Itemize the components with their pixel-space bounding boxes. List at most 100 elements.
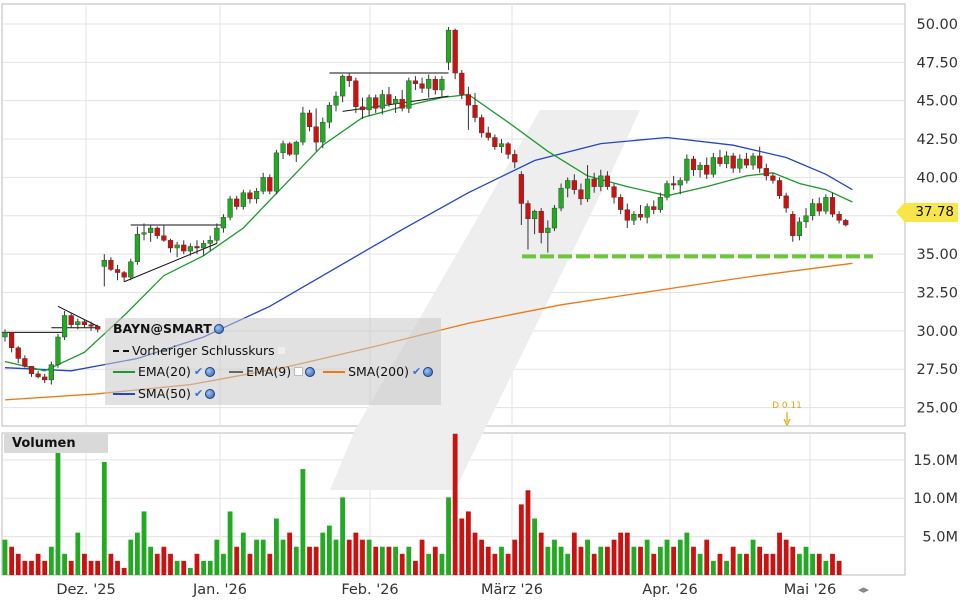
- checkmark-icon[interactable]: ✔: [411, 365, 422, 378]
- candle-body: [313, 126, 319, 143]
- candle-body: [637, 214, 644, 218]
- candle-body: [604, 175, 611, 187]
- globe-icon[interactable]: [305, 366, 316, 377]
- volume-bar: [399, 553, 405, 575]
- candle-body: [293, 141, 299, 155]
- volume-bar: [260, 539, 266, 575]
- volume-bar: [737, 553, 743, 575]
- volume-bar: [168, 553, 173, 575]
- volume-bar: [148, 546, 154, 575]
- volume-bar: [101, 462, 107, 575]
- volume-bar: [657, 546, 663, 575]
- legend-symbol: BAYN@SMART: [113, 321, 224, 336]
- globe-icon[interactable]: [213, 323, 224, 334]
- legend-prev-close[interactable]: Vorheriger Schlusskurs: [113, 343, 285, 358]
- ema9-label[interactable]: EMA(9): [246, 364, 292, 379]
- candle-body: [743, 158, 750, 166]
- volume-bar: [406, 546, 412, 575]
- candle-body: [439, 78, 445, 91]
- candle-body: [28, 365, 35, 375]
- volume-bar: [128, 539, 134, 575]
- candle-body: [472, 105, 478, 118]
- volume-bar: [2, 539, 8, 575]
- price-tick-label: 40.00: [916, 170, 958, 186]
- volume-bar: [499, 546, 504, 575]
- volume-bar: [227, 511, 233, 575]
- candle-body: [9, 332, 15, 348]
- x-tick-label: Apr. '26: [642, 582, 697, 598]
- sma50-label[interactable]: SMA(50): [138, 386, 191, 401]
- candle-body: [790, 214, 796, 236]
- candle-body: [253, 191, 260, 200]
- volume-bar: [770, 553, 776, 575]
- volume-bar: [108, 553, 114, 575]
- globe-icon[interactable]: [423, 366, 434, 377]
- candle-body: [55, 336, 61, 365]
- checkbox-icon[interactable]: [294, 367, 304, 376]
- candle-body: [624, 209, 630, 221]
- globe-icon[interactable]: [205, 366, 216, 377]
- candle-body: [227, 198, 233, 218]
- volume-bar: [287, 532, 293, 575]
- volume-bar: [545, 546, 551, 575]
- volume-bar: [459, 518, 465, 575]
- sma200-label[interactable]: SMA(200): [348, 364, 409, 379]
- volume-bar: [571, 532, 577, 575]
- candlesticks: [2, 27, 849, 385]
- candle-body: [128, 261, 134, 278]
- volume-bar: [644, 539, 650, 575]
- sma200-swatch: [323, 370, 346, 373]
- volume-bar: [55, 440, 61, 575]
- candle-body: [810, 203, 816, 216]
- volume-bar: [591, 553, 597, 575]
- candle-body: [247, 192, 253, 200]
- candle-body: [320, 121, 326, 143]
- volume-bar: [790, 546, 796, 575]
- candle-body: [465, 94, 472, 106]
- volume-bar: [724, 560, 729, 575]
- candle-body: [234, 198, 240, 207]
- candle-body: [121, 272, 127, 278]
- candle-body: [48, 364, 54, 381]
- volume-bar: [194, 553, 200, 575]
- candle-body: [485, 132, 491, 138]
- candle-body: [22, 358, 28, 367]
- volume-bar: [9, 546, 15, 575]
- volume-bar: [274, 518, 279, 575]
- volume-bar: [234, 546, 240, 575]
- volume-bar: [201, 560, 206, 575]
- volume-bar: [684, 532, 690, 575]
- candle-body: [657, 197, 663, 210]
- candle-body: [710, 157, 716, 175]
- candle-body: [326, 105, 332, 123]
- checkbox-icon[interactable]: [277, 347, 285, 354]
- volume-bar: [62, 553, 67, 575]
- ema20-label[interactable]: EMA(20): [138, 364, 191, 379]
- legend-row-2: EMA(20) ✔ EMA(9) SMA(200) ✔: [113, 364, 434, 379]
- volume-bar: [333, 539, 339, 575]
- candle-body: [220, 217, 227, 229]
- candle-body: [532, 210, 538, 220]
- checkmark-icon[interactable]: ✔: [193, 387, 204, 400]
- checkmark-icon[interactable]: ✔: [193, 365, 204, 378]
- candle-body: [816, 203, 822, 212]
- volume-bar: [353, 532, 359, 575]
- candle-body: [88, 324, 94, 327]
- candle-body: [558, 187, 564, 209]
- candle-body: [101, 260, 107, 267]
- candle-body: [584, 178, 591, 200]
- volume-bar: [187, 567, 193, 575]
- volume-bar: [631, 546, 637, 575]
- volume-bar: [135, 532, 140, 575]
- candle-body: [68, 315, 74, 325]
- candle-body: [432, 78, 438, 91]
- candle-body: [538, 210, 544, 233]
- candle-body: [134, 233, 141, 263]
- globe-icon[interactable]: [205, 388, 216, 399]
- volume-bar: [207, 560, 213, 575]
- candle-body: [664, 183, 670, 198]
- volume-bar: [578, 546, 584, 575]
- scroll-arrow-icon: ◂▸: [858, 583, 870, 596]
- candle-body: [114, 269, 121, 273]
- candle-body: [750, 155, 756, 166]
